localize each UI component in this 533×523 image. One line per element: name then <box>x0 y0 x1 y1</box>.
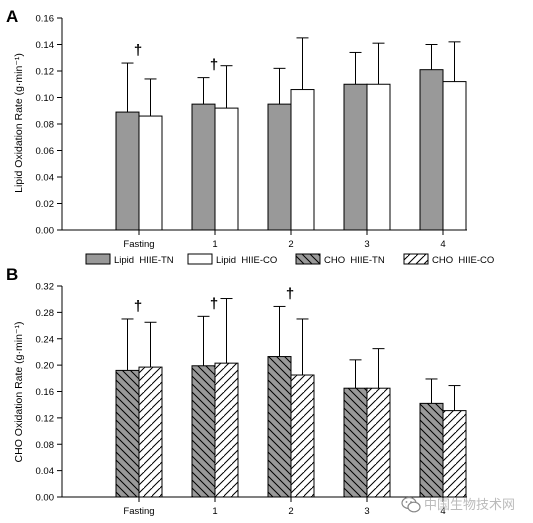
bar <box>442 81 467 231</box>
x-tick-label: 3 <box>364 239 369 250</box>
y-tick-label: 0.16 <box>36 387 55 398</box>
panel-a-chart: A Lipid Oxidation Rate (g·min⁻¹) 0.000.0… <box>6 7 467 250</box>
bar <box>138 115 163 231</box>
x-tick-label: 4 <box>440 506 445 517</box>
bar <box>214 362 239 498</box>
wechat-icon <box>401 496 421 513</box>
watermark-text: 中国生物技术网 <box>424 497 515 512</box>
legend-swatch <box>403 253 429 265</box>
y-tick-label: 0.04 <box>36 466 55 477</box>
x-tick-label: 1 <box>212 239 217 250</box>
bar <box>442 410 467 498</box>
legend-swatch <box>187 253 213 265</box>
significance-marker: † <box>210 57 218 74</box>
panel-b-chart: B CHO Oxidation Rate (g·min⁻¹) 0.000.040… <box>6 265 467 517</box>
x-tick-label: 2 <box>288 239 293 250</box>
significance-marker: † <box>134 42 142 59</box>
x-tick-label: Fasting <box>123 239 154 250</box>
y-tick-label: 0.20 <box>36 361 55 372</box>
legend-label: CHO HIIE-TN <box>324 255 385 266</box>
x-tick-label: 3 <box>364 506 369 517</box>
y-tick-label: 0.02 <box>36 199 55 210</box>
bar <box>343 387 368 498</box>
panel-a-label: A <box>6 7 18 26</box>
bar <box>115 111 140 231</box>
watermark: 中国生物技术网 <box>401 496 515 513</box>
y-tick-label: 0.04 <box>36 173 55 184</box>
bar <box>138 366 163 498</box>
bar <box>191 103 216 231</box>
y-tick-label: 0.10 <box>36 93 55 104</box>
bar <box>115 369 140 498</box>
y-tick-label: 0.08 <box>36 440 55 451</box>
panel-b-plot-area: 0.00 0.04 0.08 0.12 0.16 0.20 0.24 0.28 0.32 Fast… <box>36 282 467 517</box>
legend: Lipid HIIE-TN Lipid HIIE-CO CHO HIIE-TN CHO… <box>85 253 494 266</box>
bar <box>267 356 292 498</box>
x-tick-label: 2 <box>288 506 293 517</box>
y-tick-label: 0.14 <box>36 40 55 51</box>
y-tick-label: 0.16 <box>36 14 55 25</box>
panel-a-y-axis-label: Lipid Oxidation Rate (g·min⁻¹) <box>13 53 25 193</box>
y-tick-label: 0.12 <box>36 67 55 78</box>
x-tick-label: 4 <box>440 239 445 250</box>
x-tick-label: 1 <box>212 506 217 517</box>
bar <box>214 107 239 231</box>
significance-marker: † <box>286 285 294 302</box>
bar <box>343 83 368 231</box>
bar <box>419 69 444 231</box>
y-tick-label: 0.00 <box>36 493 55 504</box>
bar <box>290 89 315 231</box>
panel-a-plot-area: 0.00 0.02 0.04 0.06 0.08 0.10 0.12 0.14 0.16 Fast… <box>36 14 467 250</box>
y-tick-label: 0.12 <box>36 413 55 424</box>
legend-label: Lipid HIIE-TN <box>114 255 174 266</box>
legend-label: Lipid HIIE-CO <box>216 255 277 266</box>
panel-b-y-axis-label: CHO Oxidation Rate (g·min⁻¹) <box>13 322 25 463</box>
significance-marker: † <box>134 298 142 315</box>
bar <box>366 83 391 231</box>
y-tick-label: 0.08 <box>36 120 55 131</box>
bar <box>366 387 391 498</box>
bar <box>191 365 216 498</box>
significance-marker: † <box>210 295 218 312</box>
legend-swatch <box>85 253 111 265</box>
x-tick-label: Fasting <box>123 506 154 517</box>
y-tick-label: 0.32 <box>36 282 55 293</box>
legend-label: CHO HIIE-CO <box>432 255 494 266</box>
y-tick-label: 0.24 <box>36 334 55 345</box>
legend-swatch <box>295 253 321 265</box>
bar <box>267 103 292 231</box>
y-tick-label: 0.06 <box>36 146 55 157</box>
y-tick-label: 0.00 <box>36 226 55 237</box>
bar <box>290 374 315 498</box>
y-tick-label: 0.28 <box>36 308 55 319</box>
panel-b-label: B <box>6 265 18 284</box>
bar <box>419 402 444 498</box>
